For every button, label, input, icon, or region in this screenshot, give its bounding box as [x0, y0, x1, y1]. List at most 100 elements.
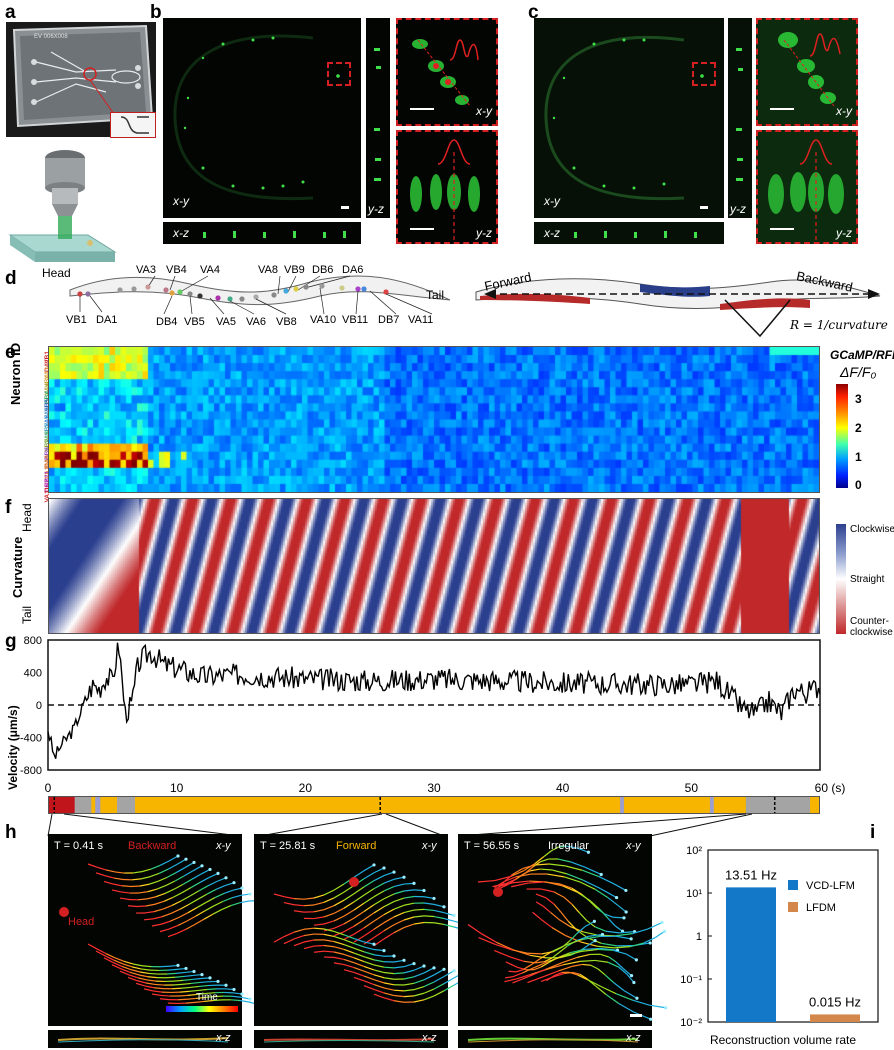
- neuron-activity-heatmap: [48, 346, 820, 493]
- trajectory-segment: [181, 887, 192, 894]
- trajectory-segment: [333, 935, 345, 941]
- panel-label-d: d: [5, 268, 17, 289]
- panel-c-xy-image: x-y: [534, 18, 724, 218]
- trajectory-segment: [383, 992, 395, 997]
- neuron-endpoint: [382, 949, 386, 953]
- trajectory-segment: [127, 976, 138, 982]
- colorbar-tick: 2: [855, 421, 862, 435]
- trajectory-segment: [534, 863, 549, 866]
- trajectory-segment: [353, 938, 365, 943]
- trajectory-segment: [568, 971, 578, 976]
- chip-inset: [110, 112, 156, 138]
- panel-label-h: h: [5, 822, 17, 843]
- neuron-endpoint: [660, 920, 664, 925]
- trajectory-segment: [343, 917, 355, 925]
- neuron-endpoint: [624, 888, 628, 893]
- trajectory-segment: [105, 953, 116, 959]
- neuron-label: DB4: [156, 316, 178, 328]
- trajectory-segment: [581, 894, 591, 903]
- trajectory-segment: [535, 961, 545, 964]
- trajectory-segment: [155, 892, 166, 898]
- zoom-connector-lines: [47, 813, 753, 837]
- trajectory-segment: [174, 975, 185, 978]
- trajectory-segment: [212, 908, 223, 915]
- trajectory-segment: [176, 858, 187, 865]
- trajectory-segment: [363, 936, 375, 945]
- trajectory-segment: [413, 986, 425, 991]
- trajectory-segment: [493, 949, 511, 958]
- trajectory-segment: [478, 937, 496, 945]
- roi-box: [327, 62, 351, 86]
- trajectory-segment: [393, 876, 405, 880]
- trajectory-segment: [135, 982, 146, 987]
- trajectory-segment: [600, 953, 609, 958]
- trajectory-segment: [323, 889, 335, 896]
- trajectory-segment: [178, 994, 189, 997]
- neuron-endpoint: [240, 886, 244, 890]
- activity-colorbar: [836, 384, 848, 488]
- y-tick-label: 400: [24, 668, 42, 680]
- neuron-endpoint: [649, 1017, 653, 1021]
- trajectory-segment: [393, 919, 405, 926]
- neuron-endpoint: [224, 876, 228, 880]
- trajectory-segment: [144, 985, 155, 989]
- trajectory-segment: [619, 931, 635, 934]
- trajectory-segment: [383, 878, 395, 884]
- trajectory-segment: [144, 911, 155, 914]
- head-label: Head: [68, 916, 95, 928]
- trajectory-segment: [168, 855, 179, 862]
- trajectory-segment: [548, 863, 566, 867]
- trajectory-segment: [617, 966, 628, 975]
- trajectory-segment: [522, 964, 532, 971]
- neuron-endpoint: [600, 932, 605, 937]
- trajectory-segment: [383, 901, 395, 908]
- trajectory-segment: [467, 923, 482, 935]
- colorbar-unit: ΔF/F₀: [840, 364, 877, 380]
- trajectory-segment: [190, 881, 201, 889]
- trajectory-segment: [239, 900, 250, 904]
- trajectory-segment: [530, 958, 541, 966]
- trajectory-segment: [413, 972, 425, 978]
- trajectory-segment: [139, 971, 150, 975]
- x-tick-label: 0: [45, 781, 52, 795]
- trajectory-segment: [363, 920, 375, 929]
- trajectory-segment: [582, 935, 600, 940]
- trajectory-segment: [498, 882, 514, 888]
- trajectory-segment: [343, 934, 355, 940]
- neuron-endpoint: [248, 892, 252, 896]
- trajectory-segment: [545, 962, 563, 970]
- trajectory-segment: [595, 888, 609, 899]
- trajectory-segment: [112, 961, 123, 967]
- trajectory-segment: [615, 935, 632, 940]
- trajectory-segment: [123, 960, 134, 965]
- trajectory-segment: [563, 896, 573, 905]
- trajectory-segment: [605, 930, 620, 934]
- neuron-endpoint: [176, 854, 180, 858]
- trajectory-segment: [323, 897, 335, 903]
- neuron-endpoint: [200, 972, 204, 977]
- trajectory-segment: [393, 1000, 405, 1003]
- trajectory-segment: [373, 922, 385, 930]
- trajectory-segment: [333, 946, 345, 951]
- trajectory-segment: [547, 873, 565, 878]
- trajectory-segment: [601, 942, 617, 947]
- trajectory-segment: [147, 888, 158, 893]
- trajectory-segment: [323, 944, 335, 948]
- trajectory-segment: [283, 896, 295, 900]
- trajectory-segment: [373, 898, 385, 906]
- neuron-endpoint: [442, 967, 446, 971]
- trajectory-segment: [114, 957, 125, 962]
- trajectory-segment: [139, 883, 150, 887]
- legend-swatch: [788, 902, 798, 912]
- trajectory-segment: [584, 947, 601, 950]
- trajectory-segment: [343, 948, 355, 954]
- trajectory-segment: [205, 992, 216, 995]
- trajectory-segment: [154, 983, 165, 986]
- trajectory-panel-forward: T = 25.81 s Forward x-y: [254, 834, 476, 1026]
- trajectory-panel-irregular: T = 56.55 s Irregular x-y: [458, 834, 668, 1026]
- scale-bar: [341, 206, 349, 209]
- trajectory-segment: [562, 885, 578, 893]
- trajectory-segment: [171, 900, 182, 906]
- trajectory-segment: [604, 913, 614, 918]
- trajectory-segment: [543, 850, 552, 857]
